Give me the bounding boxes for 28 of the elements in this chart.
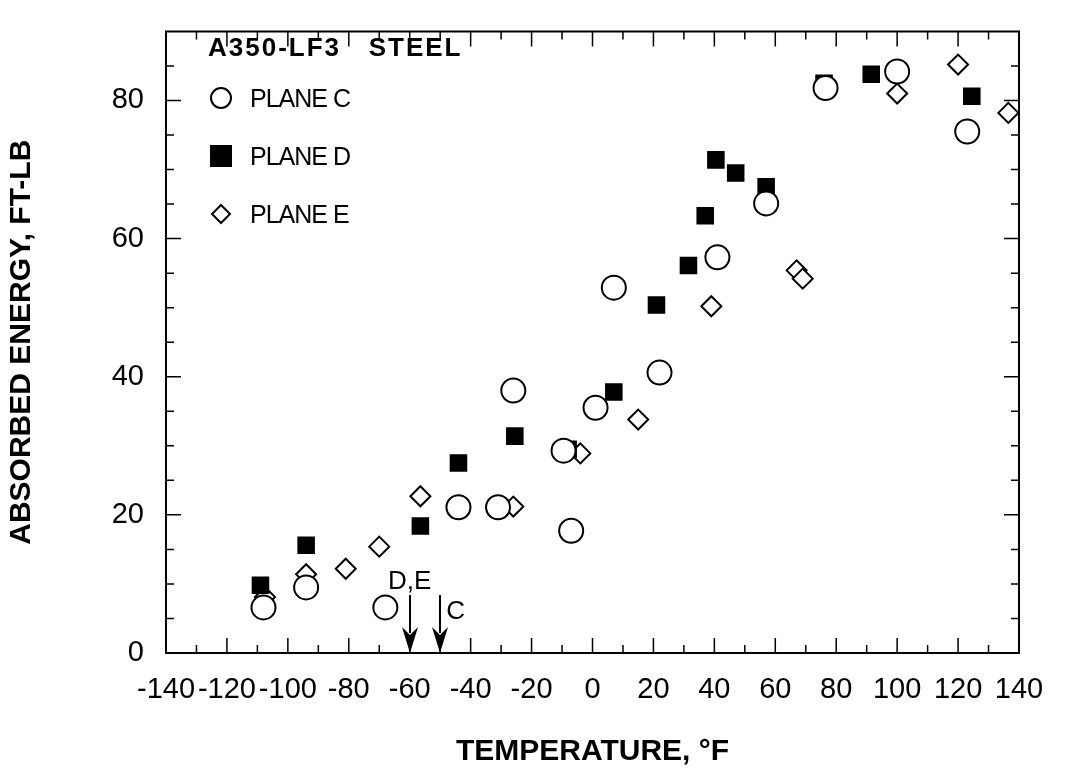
y-tick-label: 60 [111, 220, 144, 253]
y-tick-label: 40 [111, 358, 144, 391]
legend-title: A350-LF3 STEEL [208, 32, 463, 63]
legend-label: PLANE D [250, 141, 350, 171]
legend-label: PLANE C [250, 83, 350, 113]
x-tick-label: -120 [197, 672, 256, 705]
ref-line-label: D,E [388, 565, 432, 595]
x-tick-label: 0 [584, 672, 601, 705]
y-tick-label: 20 [111, 496, 144, 529]
ref-line-label: C [446, 595, 465, 625]
x-tick-label: 100 [872, 672, 922, 705]
x-tick-label: -80 [327, 672, 370, 705]
y-tick-label: 0 [127, 635, 144, 667]
x-tick-label: 20 [637, 672, 670, 705]
x-tick-label: 80 [820, 672, 853, 705]
x-tick-label: -60 [388, 672, 431, 705]
x-tick-label: -20 [510, 672, 553, 705]
legend-label: PLANE E [250, 199, 349, 229]
x-axis-title: TEMPERATURE, °F [455, 733, 730, 767]
x-tick-label: 40 [698, 672, 731, 705]
y-axis-title: ABSORBED ENERGY, FT-LB [3, 139, 37, 545]
x-tick-label: 120 [933, 672, 983, 705]
x-tick-label: 140 [994, 672, 1044, 705]
x-tick-label: -100 [258, 672, 317, 705]
x-tick-label: -40 [449, 672, 492, 705]
x-tick-label: 60 [759, 672, 792, 705]
x-tick-label: -140 [136, 672, 196, 705]
y-tick-label: 80 [111, 82, 144, 115]
